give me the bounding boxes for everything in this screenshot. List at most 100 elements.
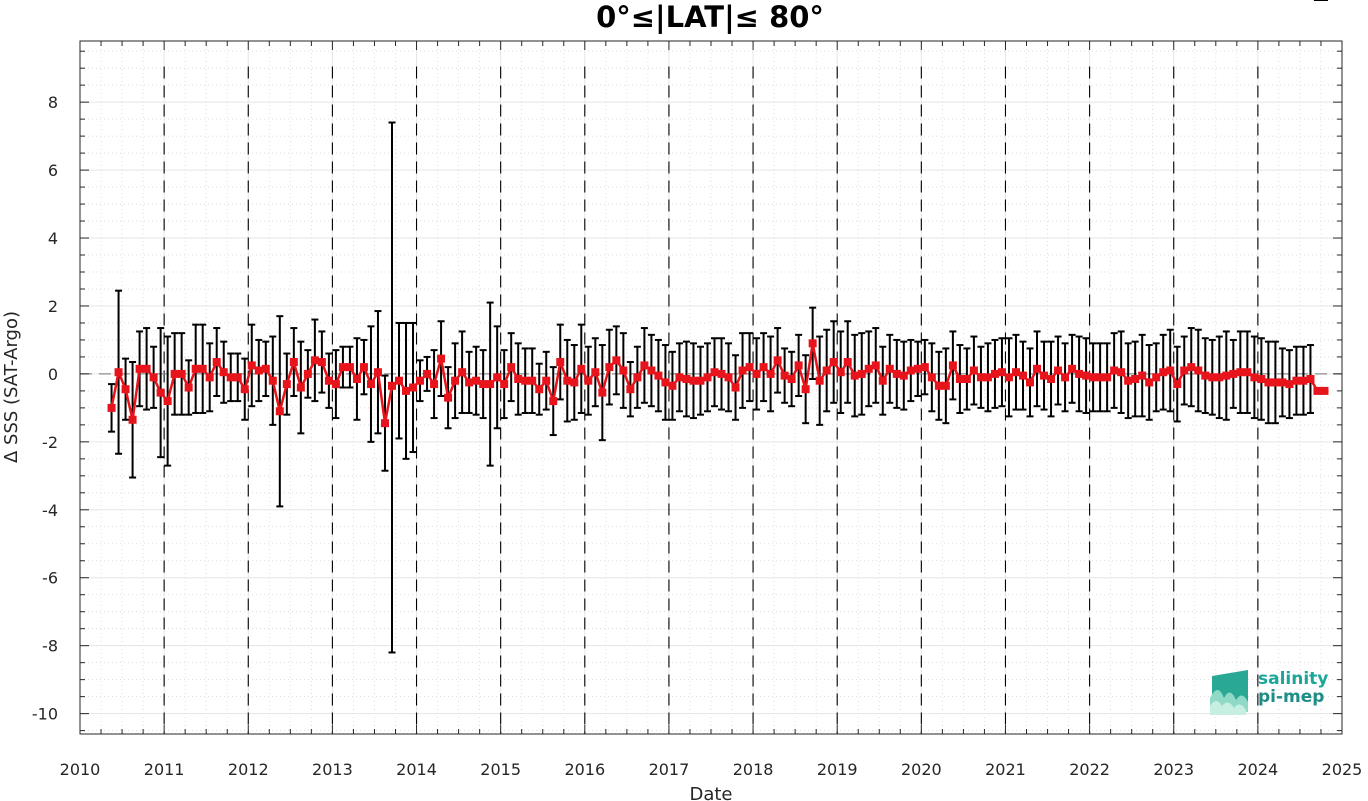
x-tick-label: 2010	[60, 760, 101, 779]
axis-ticks	[79, 41, 1343, 734]
data-point	[745, 363, 754, 372]
data-point	[1215, 373, 1224, 382]
data-point	[1040, 371, 1049, 380]
data-point	[738, 366, 747, 375]
data-point	[1194, 366, 1203, 375]
data-point	[233, 373, 242, 382]
data-point	[577, 364, 586, 373]
data-point	[1278, 378, 1287, 387]
data-point	[899, 371, 908, 380]
salinity-pi-mep-logo: salinity pi-mep	[1208, 668, 1348, 718]
data-point	[156, 388, 165, 397]
data-point	[486, 380, 495, 389]
data-point	[493, 373, 502, 382]
x-tick-label: 2022	[1069, 760, 1110, 779]
data-point	[1075, 369, 1084, 378]
data-point	[1145, 378, 1154, 387]
data-point	[1313, 386, 1322, 395]
data-point	[955, 375, 964, 384]
x-tick-label: 2011	[144, 760, 185, 779]
data-point	[1033, 364, 1042, 373]
data-point	[682, 375, 691, 384]
data-point	[1004, 373, 1013, 382]
data-point	[289, 358, 298, 367]
data-point	[282, 380, 291, 389]
x-tick-labels: 2010 2011 2012 2013 2014 2015 2016 2017 2018 2019…	[60, 760, 1363, 779]
data-point	[254, 366, 263, 375]
data-point	[352, 375, 361, 384]
data-point	[184, 383, 193, 392]
data-point	[247, 361, 256, 370]
y-axis-label: Δ SSS (SAT-Argo)	[1, 311, 22, 463]
data-point	[850, 371, 859, 380]
data-point	[191, 364, 200, 373]
data-point	[794, 361, 803, 370]
data-point	[1096, 373, 1105, 382]
data-point	[619, 366, 628, 375]
data-point	[843, 358, 852, 367]
data-point	[829, 358, 838, 367]
data-point	[458, 368, 467, 377]
data-point	[591, 368, 600, 377]
chart-title: 0°≤|LAT|≤ 80°	[596, 0, 824, 34]
data-point	[1026, 378, 1035, 387]
data-point	[507, 363, 516, 372]
data-point	[941, 381, 950, 390]
data-point	[640, 361, 649, 370]
y-tick-label: -8	[42, 637, 58, 656]
data-point	[163, 397, 172, 406]
y-tick-label: 8	[48, 93, 58, 112]
data-point	[976, 373, 985, 382]
x-axis-label: Date	[689, 784, 732, 801]
data-point	[556, 358, 565, 367]
data-point	[605, 363, 614, 372]
data-point	[1299, 376, 1308, 385]
data-point	[962, 375, 971, 384]
data-point	[570, 378, 579, 387]
data-point	[275, 407, 284, 416]
error-bars	[108, 0, 1328, 654]
data-point	[1201, 371, 1210, 380]
x-tick-label: 2021	[985, 760, 1026, 779]
data-point	[710, 368, 719, 377]
data-point	[324, 376, 333, 385]
data-point	[380, 419, 389, 428]
plot-frame	[79, 40, 1343, 735]
data-point	[913, 364, 922, 373]
data-point	[542, 376, 551, 385]
data-point	[948, 361, 957, 370]
data-point	[990, 369, 999, 378]
data-point	[1306, 375, 1315, 384]
data-point	[521, 376, 530, 385]
data-point	[836, 368, 845, 377]
y-tick-label: 2	[48, 297, 58, 316]
data-point	[416, 376, 425, 385]
data-point	[212, 358, 221, 367]
data-point	[647, 366, 656, 375]
data-point	[703, 373, 712, 382]
data-point	[1110, 366, 1119, 375]
data-point	[296, 383, 305, 392]
data-point	[261, 364, 270, 373]
x-tick-label: 2017	[649, 760, 690, 779]
wave-logo-icon	[1210, 670, 1248, 715]
data-point	[808, 339, 817, 348]
data-point	[430, 380, 439, 389]
y-tick-label: 0	[48, 365, 58, 384]
data-point	[822, 366, 831, 375]
data-point	[317, 358, 326, 367]
data-point	[437, 354, 446, 363]
data-point	[472, 376, 481, 385]
data-point	[331, 380, 340, 389]
data-point	[338, 363, 347, 372]
data-point	[373, 368, 382, 377]
data-point	[773, 356, 782, 365]
data-point	[1103, 373, 1112, 382]
data-point	[345, 363, 354, 372]
data-point	[310, 356, 319, 365]
data-point	[626, 385, 635, 394]
data-point	[128, 415, 137, 424]
data-point	[612, 356, 621, 365]
data-point	[633, 373, 642, 382]
data-point	[177, 369, 186, 378]
